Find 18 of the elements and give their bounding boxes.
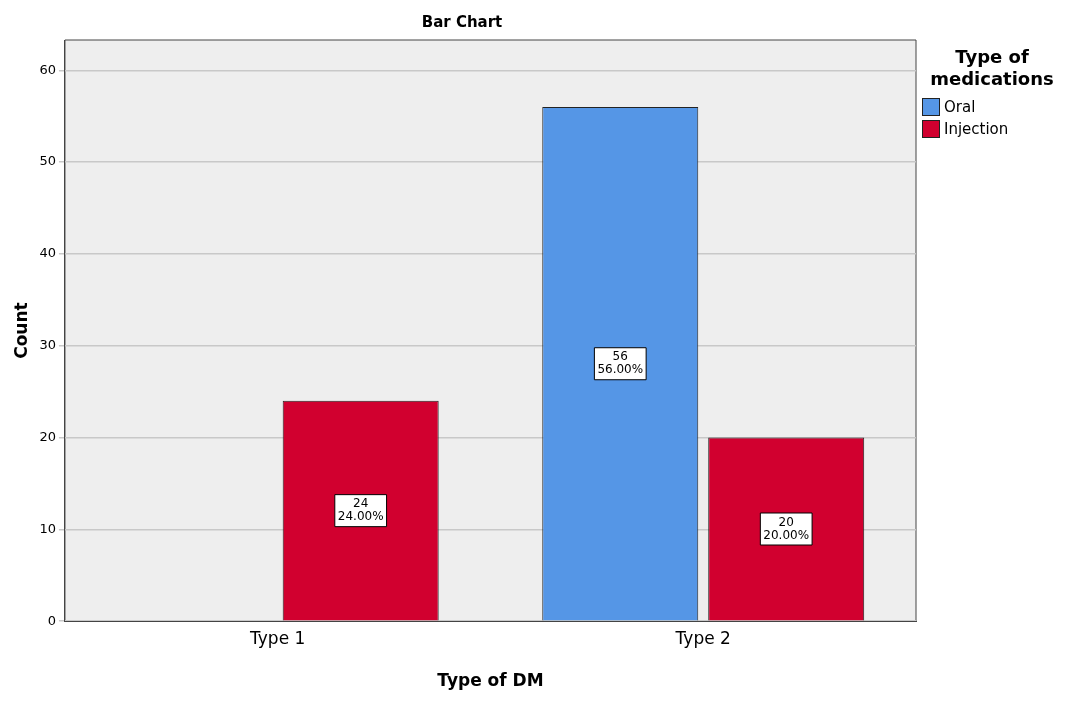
x-axis-title: Type of DM	[437, 670, 544, 691]
legend-label: Injection	[944, 119, 1009, 140]
y-axis-title: Count	[10, 302, 31, 359]
y-tick-label: 10	[39, 520, 56, 536]
y-tick-label: 20	[39, 428, 56, 444]
y-tick-label: 0	[47, 612, 56, 628]
y-tick-label: 40	[39, 245, 56, 261]
legend-title: Type of medications	[929, 46, 1055, 90]
y-tick-label: 30	[39, 337, 56, 353]
x-tick-label: Type 1	[249, 627, 306, 648]
data-label: 24 24.00%	[337, 496, 384, 524]
legend-label: Oral	[944, 97, 976, 118]
data-label: 20 20.00%	[763, 514, 810, 542]
data-label: 56 56.00%	[597, 349, 644, 377]
chart-title: Bar Chart	[421, 12, 503, 31]
y-tick-label: 60	[39, 61, 56, 77]
y-tick-label: 50	[39, 153, 56, 169]
x-tick-label: Type 2	[674, 627, 731, 648]
